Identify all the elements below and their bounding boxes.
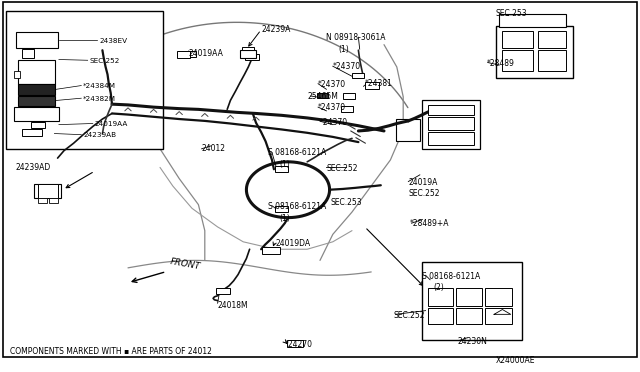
Bar <box>428 288 453 306</box>
Text: 24230N: 24230N <box>458 337 488 346</box>
Text: (1): (1) <box>279 160 290 169</box>
Text: *28489+A: *28489+A <box>410 219 449 228</box>
Text: (1): (1) <box>279 214 290 223</box>
Text: (1): (1) <box>338 45 349 54</box>
Bar <box>6 11 163 149</box>
Bar <box>496 26 573 78</box>
Bar <box>22 129 42 136</box>
Bar <box>18 84 55 95</box>
Bar <box>422 100 480 149</box>
Bar <box>245 54 259 60</box>
Text: SEC.253: SEC.253 <box>496 9 527 18</box>
Bar <box>485 308 512 324</box>
Bar <box>396 119 420 141</box>
Bar <box>428 132 474 145</box>
Text: 24239AB: 24239AB <box>83 132 116 138</box>
Bar <box>287 340 303 347</box>
Bar <box>38 198 47 203</box>
Bar <box>18 60 55 84</box>
Bar <box>428 105 474 115</box>
Text: *24381: *24381 <box>365 79 393 88</box>
Text: SEC.252: SEC.252 <box>326 164 358 173</box>
Text: 24239AD: 24239AD <box>16 163 51 172</box>
Text: N 08918-3061A: N 08918-3061A <box>326 33 386 42</box>
Bar <box>422 262 522 340</box>
Bar <box>242 46 254 50</box>
Text: 24018M: 24018M <box>218 301 248 310</box>
Text: SEC.252: SEC.252 <box>90 58 120 64</box>
Bar <box>216 288 230 294</box>
Text: 24012: 24012 <box>202 144 226 153</box>
Bar <box>317 93 328 98</box>
Text: 24019AA: 24019AA <box>95 121 128 126</box>
Text: S 08168-6121A: S 08168-6121A <box>268 202 326 211</box>
Bar <box>262 247 280 254</box>
Text: FRONT: FRONT <box>170 257 202 271</box>
Bar <box>240 50 256 58</box>
Bar <box>502 50 533 71</box>
Text: 24239A: 24239A <box>261 25 291 34</box>
Bar <box>538 31 566 48</box>
Bar <box>538 50 566 71</box>
Text: 2438EV: 2438EV <box>99 38 127 44</box>
Text: X24000AE: X24000AE <box>496 356 536 365</box>
Text: S 08168-6121A: S 08168-6121A <box>268 148 326 157</box>
Bar <box>14 107 59 121</box>
Text: 24019AA: 24019AA <box>189 49 223 58</box>
Bar <box>31 122 45 128</box>
Bar <box>352 73 364 78</box>
Text: 24019A: 24019A <box>408 178 438 187</box>
Bar <box>18 96 55 106</box>
Text: SEC.252: SEC.252 <box>394 311 425 320</box>
Bar <box>341 106 353 112</box>
Text: 24019DA: 24019DA <box>275 239 310 248</box>
Text: *24270: *24270 <box>285 340 313 349</box>
Bar <box>182 51 196 57</box>
Bar <box>177 51 190 58</box>
Text: COMPONENTS MARKED WITH ▪ ARE PARTS OF 24012: COMPONENTS MARKED WITH ▪ ARE PARTS OF 24… <box>10 347 211 356</box>
Text: *24370: *24370 <box>320 118 348 126</box>
Bar <box>38 184 58 198</box>
Text: *24370: *24370 <box>318 103 346 112</box>
Text: (2): (2) <box>433 283 444 292</box>
Text: *24370: *24370 <box>318 80 346 89</box>
Bar <box>456 288 482 306</box>
Bar <box>428 308 453 324</box>
Bar <box>365 82 379 89</box>
Text: SEC.253: SEC.253 <box>331 198 362 207</box>
Bar <box>485 288 512 306</box>
Bar <box>502 31 533 48</box>
Text: S 08168-6121A: S 08168-6121A <box>422 272 481 280</box>
Bar <box>16 32 58 48</box>
Text: 25465M: 25465M <box>307 92 338 101</box>
Text: *28489: *28489 <box>486 59 515 68</box>
Bar <box>499 14 566 27</box>
Bar <box>22 49 34 58</box>
Bar <box>428 117 474 130</box>
Text: *24384M: *24384M <box>83 83 116 89</box>
Bar <box>343 93 355 99</box>
Text: *24382M: *24382M <box>83 96 116 102</box>
Bar <box>14 71 20 78</box>
Bar <box>49 198 58 203</box>
Text: SEC.252: SEC.252 <box>408 189 440 198</box>
Text: *24370: *24370 <box>333 62 361 71</box>
Bar <box>34 184 61 198</box>
Bar <box>456 308 482 324</box>
Bar <box>275 206 288 212</box>
Bar <box>275 166 288 172</box>
